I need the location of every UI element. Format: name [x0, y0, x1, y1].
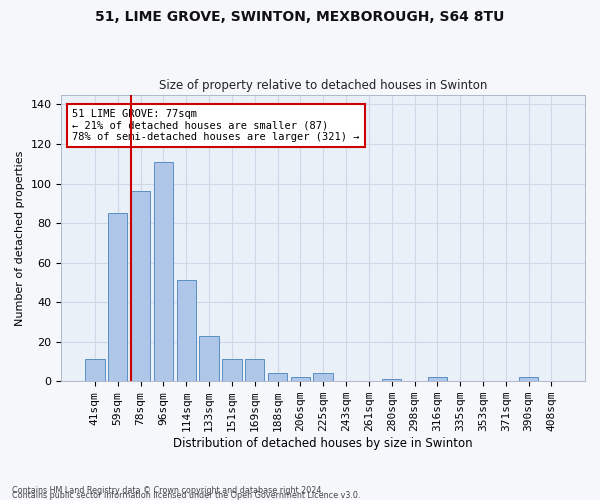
Text: 51, LIME GROVE, SWINTON, MEXBOROUGH, S64 8TU: 51, LIME GROVE, SWINTON, MEXBOROUGH, S64… [95, 10, 505, 24]
Text: Contains HM Land Registry data © Crown copyright and database right 2024.: Contains HM Land Registry data © Crown c… [12, 486, 324, 495]
Bar [245, 360, 265, 381]
Bar [176, 280, 196, 381]
Bar [108, 213, 127, 381]
Bar [154, 162, 173, 381]
Bar [382, 379, 401, 381]
X-axis label: Distribution of detached houses by size in Swinton: Distribution of detached houses by size … [173, 437, 473, 450]
Bar [519, 378, 538, 381]
Bar [222, 360, 242, 381]
Bar [268, 374, 287, 381]
Y-axis label: Number of detached properties: Number of detached properties [15, 150, 25, 326]
Bar [290, 378, 310, 381]
Bar [428, 378, 447, 381]
Bar [199, 336, 219, 381]
Bar [131, 192, 150, 381]
Title: Size of property relative to detached houses in Swinton: Size of property relative to detached ho… [159, 79, 487, 92]
Bar [313, 374, 333, 381]
Text: 51 LIME GROVE: 77sqm
← 21% of detached houses are smaller (87)
78% of semi-detac: 51 LIME GROVE: 77sqm ← 21% of detached h… [72, 109, 359, 142]
Text: Contains public sector information licensed under the Open Government Licence v3: Contains public sector information licen… [12, 490, 361, 500]
Bar [85, 360, 104, 381]
